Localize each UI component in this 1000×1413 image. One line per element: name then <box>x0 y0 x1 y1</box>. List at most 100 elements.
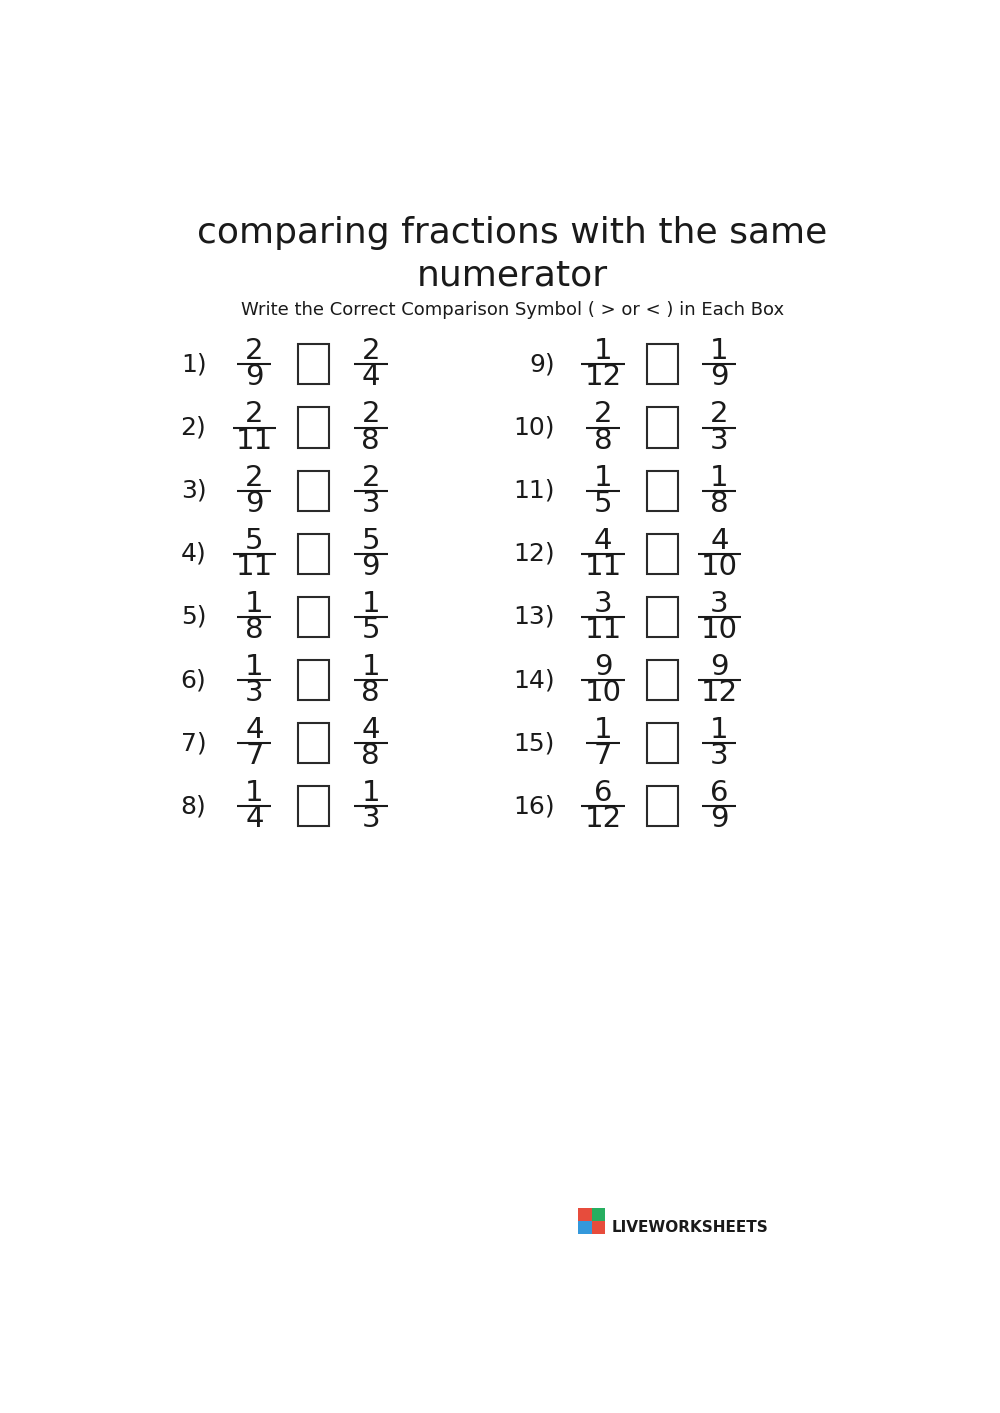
Text: 8: 8 <box>361 427 380 455</box>
Text: 6: 6 <box>710 779 729 807</box>
Text: 2: 2 <box>245 463 264 492</box>
Text: 15): 15) <box>514 731 555 755</box>
Text: 13): 13) <box>514 605 555 629</box>
Bar <box>647 407 678 448</box>
Text: 4: 4 <box>594 527 612 555</box>
Text: 4: 4 <box>245 805 264 834</box>
Text: 1: 1 <box>710 463 729 492</box>
Text: 2: 2 <box>245 400 264 428</box>
Bar <box>647 723 678 763</box>
Text: 12: 12 <box>701 680 738 706</box>
Text: 1: 1 <box>594 463 612 492</box>
Bar <box>647 786 678 827</box>
Text: 6: 6 <box>594 779 612 807</box>
Text: 14): 14) <box>514 668 555 692</box>
Text: 1: 1 <box>710 716 729 745</box>
Bar <box>592 1221 605 1235</box>
Bar <box>298 407 329 448</box>
Text: 16): 16) <box>514 794 555 818</box>
Text: 1: 1 <box>361 779 380 807</box>
Text: 5: 5 <box>245 527 264 555</box>
Text: 1: 1 <box>361 653 380 681</box>
Bar <box>578 1221 592 1235</box>
Text: 12: 12 <box>585 805 622 834</box>
Text: 12: 12 <box>585 363 622 391</box>
Text: 2: 2 <box>245 338 264 366</box>
Text: 11: 11 <box>236 427 273 455</box>
Text: 11): 11) <box>514 479 555 503</box>
Text: comparing fractions with the same: comparing fractions with the same <box>197 216 828 250</box>
Text: Write the Correct Comparison Symbol ( > or < ) in Each Box: Write the Correct Comparison Symbol ( > … <box>241 301 784 319</box>
Bar <box>298 786 329 827</box>
Text: 7: 7 <box>245 742 264 770</box>
Text: 5: 5 <box>594 490 612 517</box>
Text: 9: 9 <box>594 653 612 681</box>
Text: 2: 2 <box>361 400 380 428</box>
Text: 1: 1 <box>594 716 612 745</box>
Text: 9: 9 <box>710 653 729 681</box>
Text: 9: 9 <box>710 363 729 391</box>
Text: 8: 8 <box>245 616 264 644</box>
Text: 2): 2) <box>181 415 206 439</box>
Text: 1: 1 <box>245 653 264 681</box>
Bar <box>647 596 678 637</box>
Text: 1: 1 <box>594 338 612 366</box>
Text: 10): 10) <box>514 415 555 439</box>
Text: 2: 2 <box>361 463 380 492</box>
Text: 8: 8 <box>361 742 380 770</box>
Text: 12): 12) <box>514 541 555 565</box>
Bar <box>298 471 329 510</box>
Text: 1: 1 <box>710 338 729 366</box>
Bar <box>592 1208 605 1221</box>
Text: 3: 3 <box>710 427 729 455</box>
Text: 10: 10 <box>585 680 622 706</box>
Text: 9: 9 <box>245 490 264 517</box>
Text: 3: 3 <box>245 680 264 706</box>
Text: 4: 4 <box>361 716 380 745</box>
Text: 9: 9 <box>245 363 264 391</box>
Text: 5): 5) <box>181 605 206 629</box>
Text: 1: 1 <box>361 589 380 617</box>
Text: 8): 8) <box>181 794 206 818</box>
Text: 3: 3 <box>594 589 612 617</box>
Bar <box>647 534 678 574</box>
Text: 3: 3 <box>361 490 380 517</box>
Bar <box>298 723 329 763</box>
Text: LIVEWORKSHEETS: LIVEWORKSHEETS <box>611 1221 768 1235</box>
Text: 7): 7) <box>181 731 206 755</box>
Text: 11: 11 <box>585 552 622 581</box>
Bar <box>298 534 329 574</box>
Text: 11: 11 <box>585 616 622 644</box>
Text: 5: 5 <box>361 527 380 555</box>
Text: 1: 1 <box>245 589 264 617</box>
Bar <box>647 471 678 510</box>
Text: 3: 3 <box>710 742 729 770</box>
Bar <box>298 596 329 637</box>
Bar <box>647 660 678 699</box>
Text: 4: 4 <box>710 527 729 555</box>
Text: 4: 4 <box>361 363 380 391</box>
Text: 11: 11 <box>236 552 273 581</box>
Text: 4: 4 <box>245 716 264 745</box>
Text: 9: 9 <box>710 805 729 834</box>
Text: 10: 10 <box>701 616 738 644</box>
Text: 5: 5 <box>361 616 380 644</box>
Text: 10: 10 <box>701 552 738 581</box>
Bar <box>298 660 329 699</box>
Text: 8: 8 <box>361 680 380 706</box>
Text: numerator: numerator <box>417 259 608 292</box>
Bar <box>647 345 678 384</box>
Text: 7: 7 <box>594 742 612 770</box>
Text: 6): 6) <box>181 668 206 692</box>
Text: 3: 3 <box>361 805 380 834</box>
Text: 1): 1) <box>181 352 206 376</box>
Text: 8: 8 <box>594 427 612 455</box>
Text: 2: 2 <box>710 400 729 428</box>
Text: 3: 3 <box>710 589 729 617</box>
Text: 2: 2 <box>361 338 380 366</box>
Text: 3): 3) <box>181 479 206 503</box>
Text: 9: 9 <box>361 552 380 581</box>
Text: 1: 1 <box>245 779 264 807</box>
Text: 4): 4) <box>181 541 206 565</box>
Text: 2: 2 <box>594 400 612 428</box>
